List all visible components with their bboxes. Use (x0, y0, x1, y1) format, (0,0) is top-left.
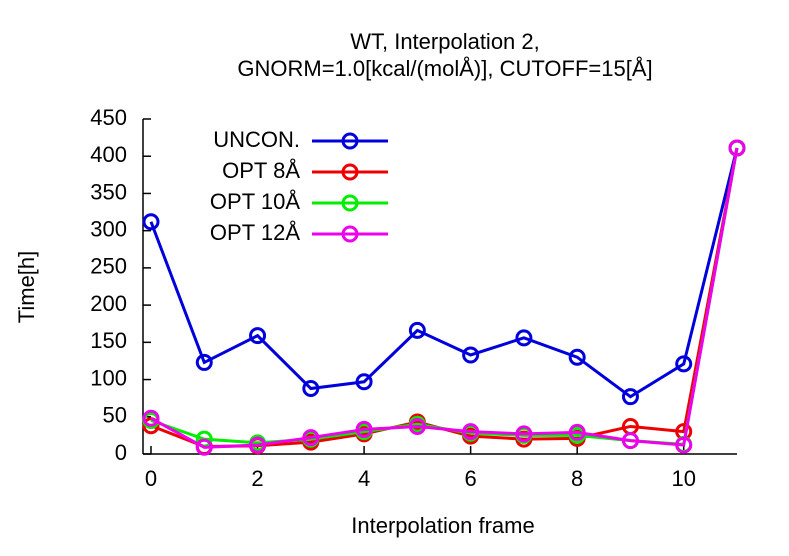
data-point (302, 379, 320, 397)
x-tick-label: 6 (465, 466, 477, 491)
legend-marker (341, 194, 359, 212)
legend-label: OPT 12Å (210, 220, 300, 245)
data-point (515, 425, 533, 443)
y-tick-label: 100 (90, 365, 127, 390)
legend-label: OPT 8Å (222, 158, 300, 183)
data-point (462, 423, 480, 441)
data-point (515, 329, 533, 347)
legend-label: OPT 10Å (210, 189, 300, 214)
legend-marker (341, 132, 359, 150)
data-point (249, 327, 267, 345)
data-point (142, 409, 160, 427)
y-tick-label: 300 (90, 216, 127, 241)
chart-title: GNORM=1.0[kcal/(molÅ)], CUTOFF=15[Å] (237, 56, 652, 81)
data-point (675, 355, 693, 373)
data-point (408, 417, 426, 435)
legend-marker (341, 163, 359, 181)
y-tick-label: 400 (90, 142, 127, 167)
data-point (195, 353, 213, 371)
y-tick-label: 450 (90, 105, 127, 130)
y-tick-label: 250 (90, 254, 127, 279)
data-point (355, 420, 373, 438)
data-point (408, 321, 426, 339)
y-tick-label: 350 (90, 179, 127, 204)
data-point (462, 346, 480, 364)
y-tick-label: 0 (115, 440, 127, 465)
x-tick-label: 4 (358, 466, 370, 491)
y-axis-label: Time[h] (14, 251, 39, 324)
data-point (355, 373, 373, 391)
chart-title: WT, Interpolation 2, (350, 29, 540, 54)
data-point (568, 348, 586, 366)
data-point (142, 213, 160, 231)
y-tick-label: 150 (90, 328, 127, 353)
series-line (149, 147, 739, 399)
x-tick-label: 10 (671, 466, 695, 491)
data-point (302, 429, 320, 447)
legend-label: UNCON. (213, 127, 300, 152)
data-point (195, 438, 213, 456)
data-point (728, 139, 746, 157)
x-axis-label: Interpolation frame (351, 513, 534, 538)
legend-marker (341, 225, 359, 243)
data-point (621, 432, 639, 450)
data-point (568, 423, 586, 441)
series-line (150, 147, 739, 449)
x-tick-label: 8 (571, 466, 583, 491)
y-tick-label: 50 (103, 403, 127, 428)
x-tick-label: 0 (145, 466, 157, 491)
y-tick-label: 200 (90, 291, 127, 316)
data-point (249, 436, 267, 454)
data-point (675, 436, 693, 454)
data-point (621, 388, 639, 406)
x-tick-label: 2 (251, 466, 263, 491)
